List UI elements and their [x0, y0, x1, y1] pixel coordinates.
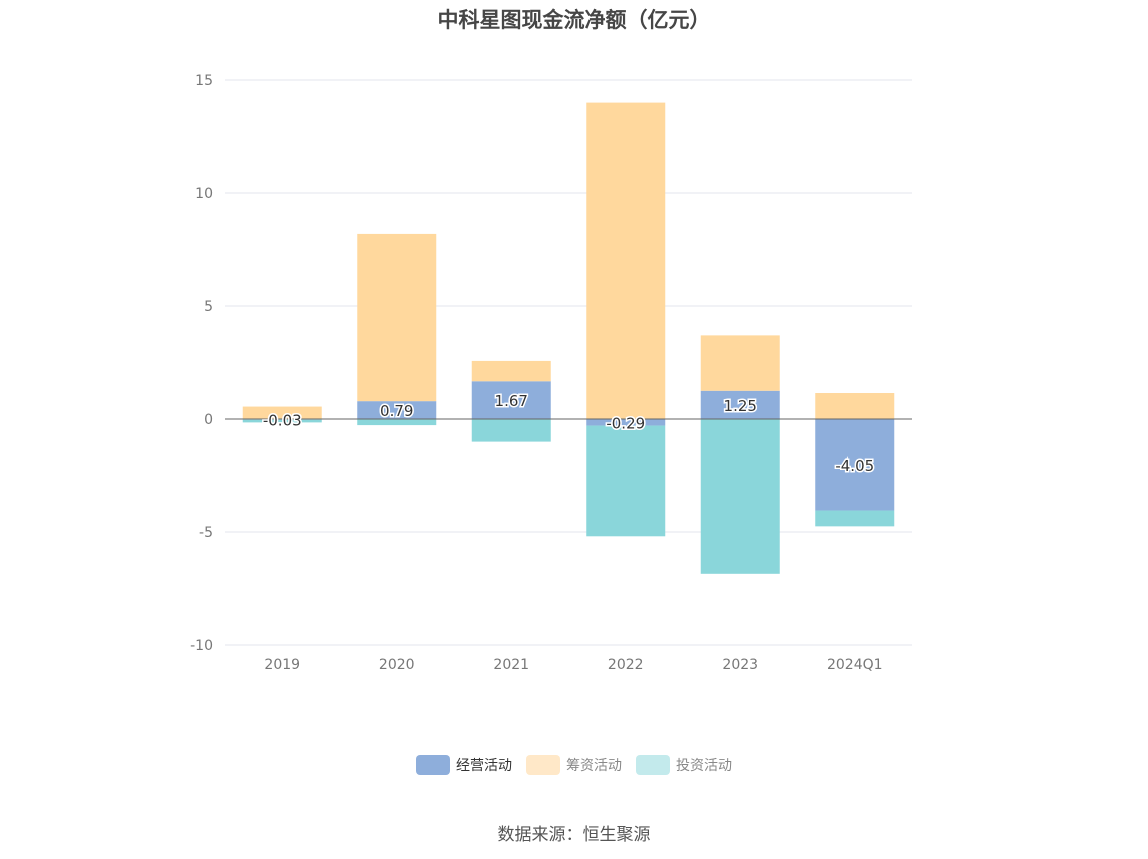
bar-investing	[700, 419, 780, 574]
legend-item-investing[interactable]: 投资活动	[636, 755, 732, 775]
bar-investing	[815, 510, 895, 527]
data-label-layer: -0.03 0.79 1.67 -0.29 1.25 -4.05	[261, 391, 875, 477]
bar-financing	[471, 360, 551, 382]
bar-investing	[357, 419, 437, 426]
chart-title: 中科星图现金流净额（亿元）	[437, 8, 711, 32]
y-tick-label: -5	[199, 525, 213, 541]
source-note: 数据来源：恒生聚源	[497, 825, 651, 845]
data-label: -4.05	[835, 457, 874, 475]
bar-investing	[471, 419, 551, 442]
data-label: -0.29	[606, 414, 645, 432]
bar-operating	[700, 390, 780, 419]
legend-label-investing: 投资活动	[676, 758, 732, 774]
data-label: 1.67	[495, 392, 528, 410]
data-label: 1.25	[724, 397, 757, 415]
legend-swatch-operating	[416, 755, 450, 775]
legend-item-financing[interactable]: 筹资活动	[526, 755, 622, 775]
y-tick-label: 15	[195, 73, 213, 89]
bar-operating	[586, 419, 666, 426]
legend-item-operating[interactable]: 经营活动	[416, 755, 512, 775]
legend-label-operating: 经营活动	[456, 758, 512, 774]
data-label: -0.03	[263, 411, 302, 429]
x-tick-label: 2024Q1	[827, 657, 883, 673]
legend-swatch-investing	[636, 755, 670, 775]
bar-financing	[700, 335, 780, 391]
bar-financing	[815, 393, 895, 419]
y-tick-label: 0	[204, 412, 213, 428]
bar-operating	[357, 401, 437, 419]
y-tick-label: 10	[195, 186, 213, 202]
y-tick-label: 5	[204, 299, 213, 315]
x-tick-label: 2021	[493, 657, 529, 673]
bar-investing	[242, 419, 322, 423]
bar-operating	[471, 381, 551, 419]
x-tick-label: 2023	[722, 657, 758, 673]
y-tick-label: -10	[190, 638, 213, 654]
axis-layer: -10 -5 0 5 10 15 2019 2020 2021 2022 2023 2024Q1	[190, 73, 882, 673]
legend: 经营活动 筹资活动 投资活动	[0, 755, 1148, 775]
bars-layer	[242, 102, 895, 574]
grid-layer	[225, 79, 912, 646]
bar-investing	[586, 425, 666, 537]
bar-financing	[357, 233, 437, 402]
data-label: 0.79	[380, 402, 413, 420]
legend-swatch-financing	[526, 755, 560, 775]
x-tick-label: 2020	[379, 657, 415, 673]
legend-label-financing: 筹资活动	[566, 758, 622, 774]
x-tick-label: 2022	[608, 657, 644, 673]
bar-operating	[815, 419, 895, 511]
x-tick-label: 2019	[264, 657, 300, 673]
bar-financing	[586, 102, 666, 419]
bar-financing	[242, 406, 322, 419]
